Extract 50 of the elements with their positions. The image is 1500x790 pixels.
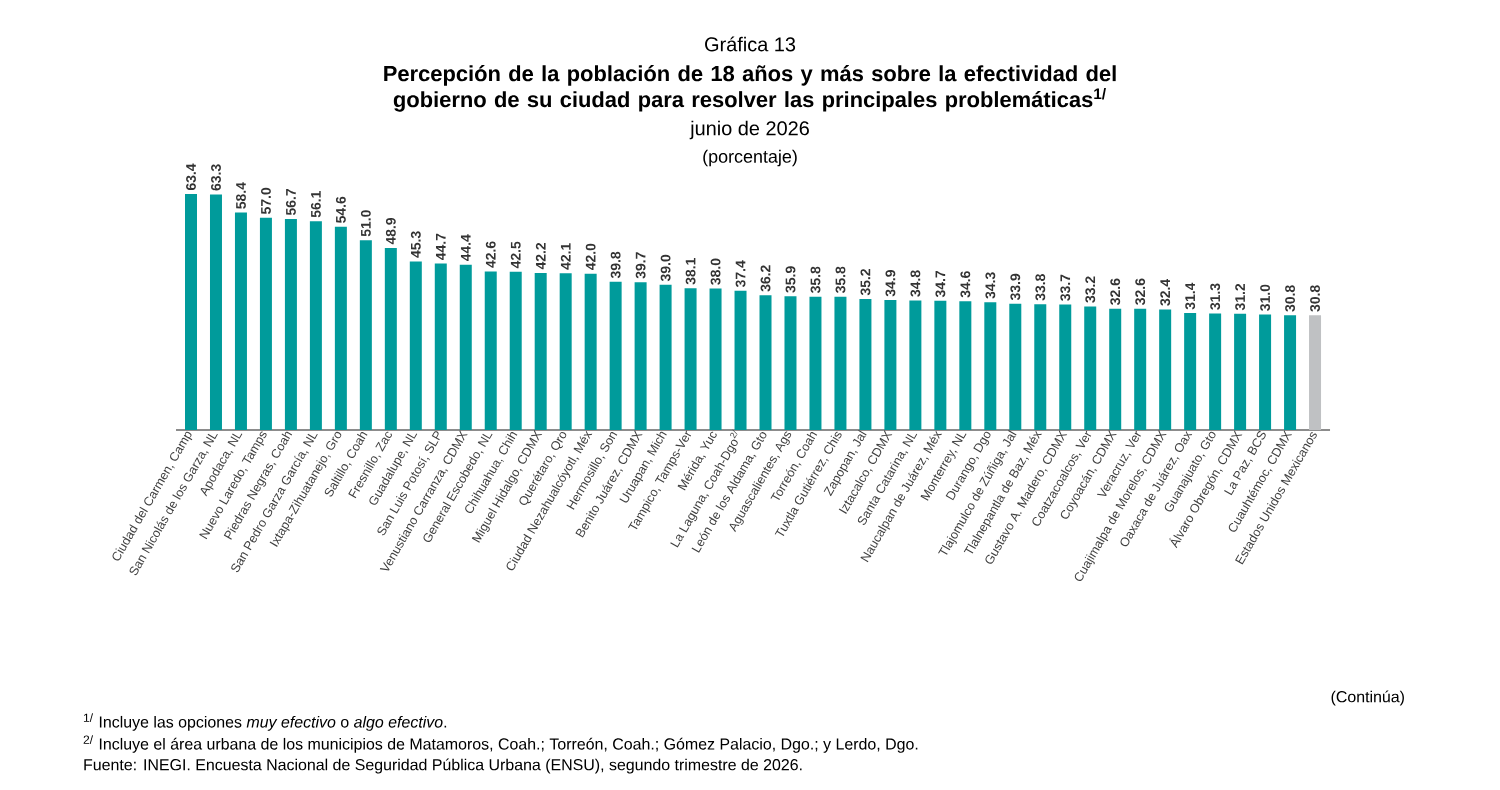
bar [984,302,997,430]
bar [1284,315,1297,430]
bar [634,282,647,430]
bar [1134,308,1147,430]
bar [1159,309,1172,430]
bar [834,296,847,430]
bar [509,271,522,430]
bar [284,218,297,430]
bar [609,281,622,430]
bar [1234,313,1247,430]
chart-title: Percepción de la población de 18 años y más sobre la efectividad del gobierno de su ciudad para resolver las principales problemáticas$^{1/}$ [384,65,1116,112]
bar [1034,304,1047,430]
bar [409,261,422,430]
bar [684,288,697,430]
bar [559,273,572,430]
bar [734,290,747,430]
bar [185,194,197,430]
bar [1184,313,1197,430]
bar [1309,315,1322,430]
bar [959,301,972,430]
bar [709,288,722,430]
bar [659,284,672,430]
text: Gráfica 13 [705,36,796,52]
bar [1209,313,1222,430]
bar [1009,303,1022,430]
bar [209,194,222,430]
bar [1059,304,1072,430]
bar [1259,314,1272,430]
bar [234,212,247,430]
bar [309,221,322,430]
bar [934,300,947,430]
bar [484,271,497,430]
bar [784,296,797,430]
chart-subtitle: junio de 2026 [689,120,809,140]
bar [259,217,272,430]
bar [1109,308,1122,430]
bar [434,263,447,430]
bar [1084,306,1097,430]
bar [809,296,822,430]
bar [909,300,922,430]
bar [859,298,872,430]
bar [534,272,547,430]
text: (porcentaje) [703,149,797,167]
bar [334,226,347,430]
bar [759,295,772,430]
bar [359,240,372,430]
bar [384,247,397,430]
bar [884,300,897,430]
bar [459,264,472,430]
bar [584,273,597,430]
